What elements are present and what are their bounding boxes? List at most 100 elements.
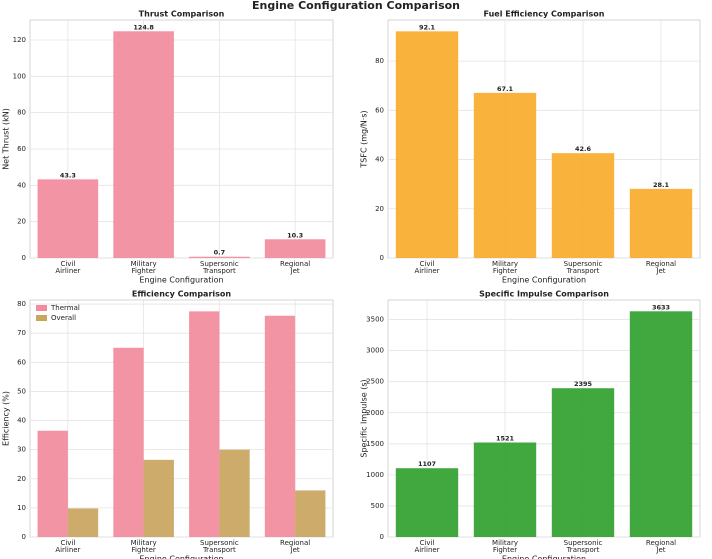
y-axis-label: Specific Impulse (s) — [360, 379, 369, 457]
chart-title: Specific Impulse Comparison — [479, 290, 609, 299]
value-label: 1107 — [418, 460, 436, 468]
value-label: 42.6 — [575, 145, 592, 153]
bar — [264, 315, 296, 537]
legend-label: Thermal — [50, 304, 80, 312]
chart-title: Fuel Efficiency Comparison — [484, 10, 605, 19]
bar — [67, 508, 99, 537]
y-tick-label: 70 — [17, 329, 26, 337]
bar — [189, 256, 250, 258]
x-tick-label: Supersonic Transport — [564, 539, 603, 554]
x-tick-label: Military Fighter — [131, 260, 157, 275]
bar — [551, 388, 615, 537]
y-tick-label: 60 — [17, 145, 26, 153]
bar — [629, 311, 693, 537]
y-tick-label: 2500 — [366, 378, 384, 386]
y-tick-label: 40 — [375, 156, 384, 164]
x-tick-label: Regional Jet — [646, 260, 676, 275]
x-tick-label: Civil Airliner — [414, 260, 439, 275]
bar — [113, 31, 174, 258]
legend-swatch — [36, 305, 47, 311]
y-tick-label: 3500 — [366, 316, 384, 324]
y-tick-label: 0 — [380, 533, 384, 541]
bar — [37, 179, 99, 258]
x-axis-label: Engine Configuration — [139, 276, 223, 285]
x-tick-label: Military Fighter — [492, 539, 518, 554]
y-tick-label: 1500 — [366, 440, 384, 448]
bar — [473, 92, 537, 259]
value-label: 0.7 — [214, 249, 226, 257]
value-label: 3633 — [652, 303, 670, 311]
chart-title: Thrust Comparison — [139, 10, 225, 19]
bar — [189, 311, 220, 537]
y-tick-label: 100 — [13, 72, 26, 80]
y-axis-label: TSFC (mg/N·s) — [360, 110, 369, 168]
x-tick-label: Regional Jet — [646, 539, 676, 554]
chart-title: Efficiency Comparison — [132, 290, 232, 299]
bar — [295, 490, 326, 537]
value-label: 10.3 — [287, 231, 303, 239]
subplot: 0 20 40 60 80 100 120 Civil Airliner Military Figh… — [2, 10, 334, 285]
x-tick-label: Civil Airliner — [414, 539, 439, 554]
x-tick-label: Civil Airliner — [55, 539, 80, 554]
bar — [473, 442, 537, 537]
y-tick-label: 30 — [17, 446, 26, 454]
x-axis-label: Engine Configuration — [502, 555, 586, 559]
x-axis-label: Engine Configuration — [502, 276, 586, 285]
y-tick-label: 0 — [22, 254, 26, 262]
x-tick-label: Supersonic Transport — [200, 539, 239, 554]
x-tick-label: Supersonic Transport — [200, 260, 239, 275]
x-tick-label: Supersonic Transport — [564, 260, 603, 275]
y-tick-label: 40 — [17, 181, 26, 189]
bar — [629, 188, 693, 258]
y-tick-label: 500 — [371, 502, 384, 510]
value-label: 67.1 — [497, 85, 514, 93]
value-label: 92.1 — [419, 23, 436, 31]
y-tick-label: 40 — [17, 417, 26, 425]
subplot: 0 10 20 30 40 50 60 70 80 Civil Airliner Military Fi… — [2, 290, 334, 559]
bar — [551, 153, 615, 258]
y-tick-label: 0 — [380, 254, 384, 262]
subplot: 0 500 1000 1500 2000 2500 3000 3500 Civil Airline… — [360, 290, 701, 559]
x-tick-label: Civil Airliner — [55, 260, 80, 275]
value-label: 43.3 — [60, 171, 76, 179]
y-tick-label: 3000 — [366, 347, 384, 355]
value-label: 124.8 — [133, 23, 154, 31]
bar — [264, 239, 326, 258]
y-tick-label: 60 — [375, 106, 384, 114]
y-tick-label: 80 — [375, 57, 384, 65]
x-tick-label: Military Fighter — [492, 260, 518, 275]
y-tick-label: 50 — [17, 387, 26, 395]
value-label: 2395 — [574, 380, 593, 388]
y-tick-label: 0 — [22, 533, 26, 541]
y-axis-label: Net Thrust (kN) — [2, 108, 11, 170]
y-tick-label: 1000 — [366, 471, 384, 479]
y-tick-label: 120 — [13, 36, 26, 44]
y-tick-label: 80 — [17, 300, 26, 308]
bar — [395, 31, 459, 259]
value-label: 28.1 — [653, 181, 670, 189]
y-tick-label: 20 — [17, 218, 26, 226]
y-tick-label: 80 — [17, 109, 26, 117]
y-tick-label: 20 — [17, 475, 26, 483]
x-tick-label: Military Fighter — [131, 539, 157, 554]
y-tick-label: 20 — [375, 205, 384, 213]
bar — [143, 459, 174, 537]
y-tick-label: 60 — [17, 358, 26, 366]
y-tick-label: 2000 — [366, 409, 384, 417]
bar — [37, 430, 68, 537]
bar — [219, 449, 250, 537]
legend-label: Overall — [51, 314, 76, 322]
y-axis-label: Efficiency (%) — [2, 391, 11, 446]
figure-title: Engine Configuration Comparison — [252, 0, 460, 12]
bar — [395, 468, 459, 537]
x-axis-label: Engine Configuration — [139, 555, 223, 559]
x-tick-label: Regional Jet — [280, 539, 310, 554]
subplot: 0 20 40 60 80 Civil Airliner Military Fighter Sup… — [360, 10, 701, 285]
value-label: 1521 — [496, 435, 515, 443]
legend-swatch — [36, 315, 47, 321]
y-tick-label: 10 — [17, 504, 26, 512]
x-tick-label: Regional Jet — [280, 260, 310, 275]
bar — [113, 347, 144, 537]
